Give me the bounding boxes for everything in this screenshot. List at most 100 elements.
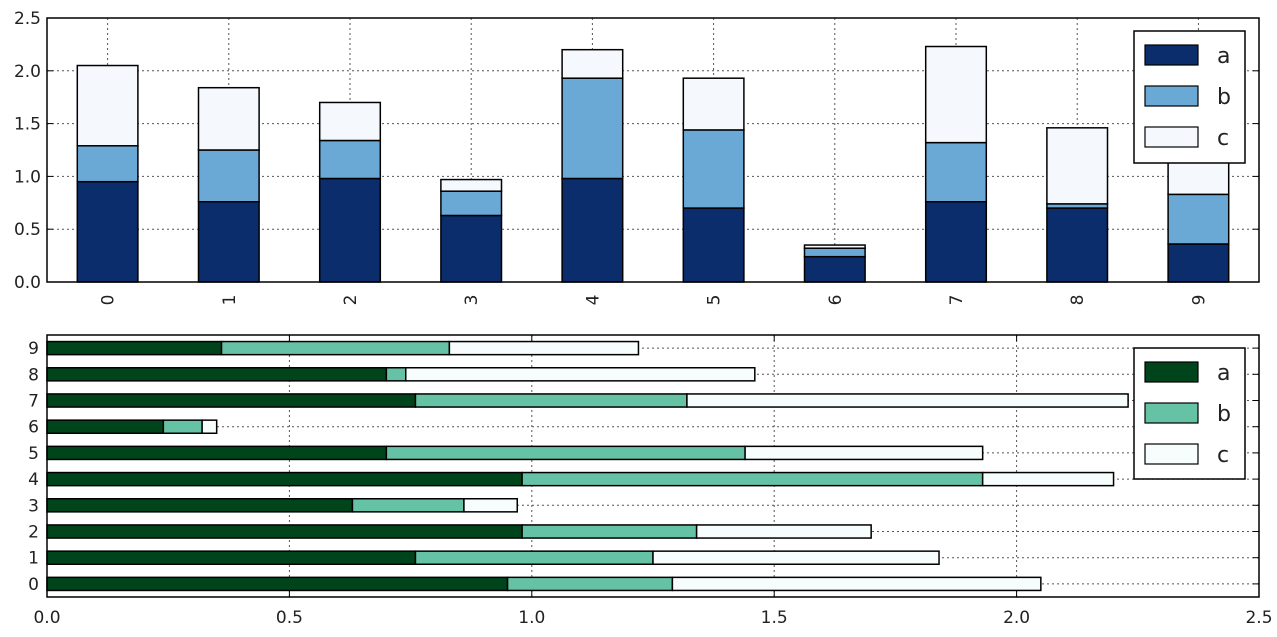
bar-a-3	[46, 498, 354, 513]
y-tick-label: 1	[28, 549, 39, 569]
bar-c-0	[76, 64, 139, 147]
bar-c-4	[561, 48, 624, 79]
x-tick-label: 0	[99, 295, 119, 306]
bar-c-7	[686, 393, 1129, 408]
legend-swatch-a	[1144, 361, 1199, 383]
y-tick-label: 6	[28, 418, 39, 438]
bar-c-1	[652, 550, 940, 566]
bar-a-1	[46, 550, 417, 566]
plot-frame	[46, 17, 1260, 283]
x-tick-label: 7	[947, 295, 967, 306]
bar-b-4	[561, 77, 624, 180]
stacked-bar-chart-vertical: 0.0 0.5 1.0 1.5 2.0 2.5 0 1 2 3 4 5 6 7 8 9 abc	[14, 9, 1260, 306]
bar-c-3	[463, 498, 519, 513]
y-tick-label: 3	[28, 496, 39, 516]
bar-c-5	[682, 77, 745, 131]
y-tick-label: 2.0	[14, 62, 41, 82]
x-tick-label: 1.5	[761, 608, 788, 628]
bar-a-5	[682, 207, 745, 283]
legend-swatch-c	[1144, 443, 1199, 465]
legend-swatch-b	[1144, 402, 1199, 424]
x-tick-label: 2.5	[1245, 608, 1272, 628]
y-tick-label: 0.5	[14, 220, 41, 240]
legend-swatch-c	[1144, 126, 1199, 148]
y-tick-label: 8	[28, 365, 39, 385]
bar-b-3	[351, 498, 465, 513]
bar-c-0	[671, 576, 1042, 592]
bar-a-4	[561, 177, 624, 283]
bar-c-6	[803, 244, 866, 249]
bar-b-7	[924, 141, 988, 203]
bar-c-7	[924, 45, 988, 144]
bar-b-1	[414, 550, 654, 566]
bar-c-6	[201, 419, 218, 434]
y-tick-label: 2.5	[14, 9, 41, 29]
legend-swatch-a	[1144, 44, 1199, 66]
bar-b-0	[506, 576, 674, 592]
bar-b-6	[803, 247, 866, 258]
bar-a-9	[1167, 243, 1230, 283]
bar-b-4	[521, 471, 984, 487]
x-tick-label: 2.0	[1003, 608, 1030, 628]
bar-b-0	[76, 145, 139, 183]
x-tick-label: 2	[341, 295, 361, 306]
bar-c-8	[405, 367, 756, 382]
x-tick-label: 3	[462, 295, 482, 306]
bar-a-6	[803, 255, 866, 283]
x-tick-label: 8	[1068, 295, 1088, 306]
bar-a-7	[46, 393, 417, 408]
x-tick-label: 9	[1189, 295, 1209, 306]
bar-b-5	[682, 129, 745, 209]
bar-a-9	[46, 340, 223, 356]
bar-a-2	[46, 524, 523, 539]
bar-b-5	[385, 445, 746, 461]
bar-a-0	[46, 576, 509, 592]
y-tick-label: 7	[28, 392, 39, 412]
bar-c-5	[744, 445, 984, 461]
x-tick-label: 6	[826, 295, 846, 306]
y-tick-label: 1.0	[14, 167, 41, 187]
bar-a-3	[440, 214, 503, 283]
bar-b-2	[318, 139, 382, 180]
x-tick-label: 1.0	[518, 608, 545, 628]
bar-c-9	[448, 340, 640, 356]
bar-a-2	[318, 177, 382, 283]
bar-b-1	[197, 149, 260, 203]
bar-b-2	[521, 524, 698, 539]
legend-label-b: b	[1217, 402, 1231, 427]
legend-label-a: a	[1217, 44, 1230, 69]
bar-b-6	[162, 419, 203, 434]
bar-b-9	[1167, 193, 1230, 245]
y-tick-label: 2	[28, 523, 39, 543]
bar-c-2	[318, 101, 382, 142]
y-tick-label: 4	[28, 470, 39, 490]
bar-b-9	[220, 340, 451, 356]
stacked-bar-chart-horizontal: 0.0 0.5 1.0 1.5 2.0 2.5 0 1 2 3 4 5 6 7 8 9 abc	[28, 334, 1273, 628]
legend-swatch-b	[1144, 85, 1199, 107]
x-tick-label: 5	[705, 295, 725, 306]
legend-label-c: c	[1217, 443, 1229, 468]
bar-b-8	[385, 367, 407, 382]
x-tick-label: 4	[583, 295, 603, 306]
bar-b-7	[414, 393, 688, 408]
y-tick-label: 0.0	[14, 273, 41, 293]
bar-c-2	[695, 524, 872, 539]
y-tick-label: 1.5	[14, 115, 41, 135]
bar-c-1	[197, 86, 260, 151]
y-tick-label: 0	[28, 575, 39, 595]
y-tick-label: 9	[28, 339, 39, 359]
legend-label-a: a	[1217, 361, 1230, 386]
bar-a-0	[76, 180, 139, 283]
bar-a-4	[46, 471, 523, 487]
x-tick-label: 0.0	[33, 608, 60, 628]
bar-a-8	[1046, 207, 1109, 283]
x-tick-label: 1	[220, 295, 240, 306]
plot-frame	[46, 334, 1260, 598]
legend-label-c: c	[1217, 126, 1229, 151]
bar-c-8	[1046, 127, 1109, 205]
bar-a-7	[924, 200, 988, 283]
bar-a-6	[46, 419, 165, 434]
x-tick-label: 0.5	[276, 608, 303, 628]
bar-c-3	[440, 178, 503, 192]
